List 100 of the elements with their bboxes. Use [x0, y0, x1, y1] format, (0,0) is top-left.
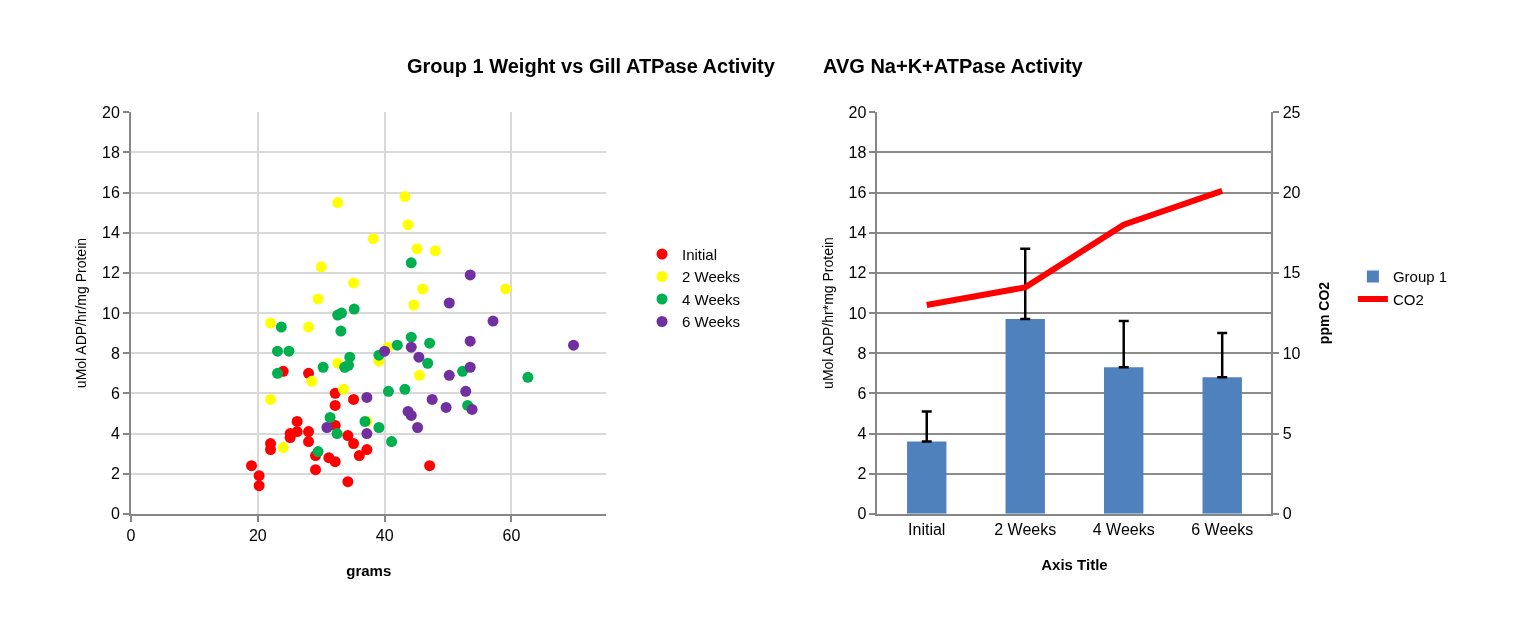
- point: [568, 339, 580, 351]
- point: [391, 339, 403, 351]
- point: [361, 391, 373, 403]
- point: [361, 428, 373, 440]
- point: [353, 450, 365, 462]
- point: [265, 317, 277, 329]
- point: [464, 269, 476, 281]
- point: [272, 367, 283, 379]
- point: [332, 197, 344, 209]
- point: [324, 411, 336, 423]
- point: [335, 325, 347, 337]
- chart-title: Group 1 Weight vs Gill ATPase Activity: [407, 55, 776, 77]
- x-tick-label: 60: [502, 527, 521, 545]
- y2-tick-label: 25: [1282, 103, 1301, 121]
- point: [337, 383, 349, 395]
- point: [275, 321, 287, 333]
- point: [487, 315, 499, 327]
- point: [291, 415, 303, 427]
- x-axis-title: Axis Title: [1041, 555, 1108, 573]
- x-tick-label: 4 Weeks: [1092, 521, 1155, 539]
- legend-label: Initial: [682, 245, 718, 263]
- point: [310, 464, 322, 476]
- point: [413, 369, 425, 381]
- y-tick-label: 12: [102, 264, 120, 282]
- point: [329, 387, 341, 399]
- point: [399, 191, 411, 203]
- point: [253, 470, 265, 482]
- point: [303, 321, 315, 333]
- point: [277, 442, 289, 454]
- point: [402, 219, 414, 231]
- legend-label: 6 Weeks: [682, 313, 741, 331]
- point: [500, 283, 512, 295]
- chart-title: AVG Na+K+ATPase Activity: [823, 55, 1084, 77]
- point: [424, 337, 436, 349]
- point: [412, 422, 424, 433]
- y-tick-label: 6: [110, 384, 120, 402]
- bar: [1005, 319, 1045, 514]
- point: [429, 245, 441, 257]
- point: [348, 393, 360, 405]
- point: [348, 303, 360, 315]
- point: [405, 331, 417, 343]
- point: [373, 422, 385, 433]
- point: [321, 422, 333, 433]
- y-tick-label: 18: [102, 143, 120, 161]
- y-tick-label: 16: [102, 184, 120, 202]
- y-tick-label: 16: [848, 184, 867, 202]
- y-tick-label: 0: [110, 505, 120, 523]
- point: [399, 383, 411, 395]
- x-tick-label: 20: [248, 527, 267, 545]
- point: [348, 277, 360, 289]
- y-tick-label: 2: [110, 465, 120, 483]
- point: [405, 257, 417, 269]
- y-tick-label: 18: [848, 143, 867, 161]
- point: [464, 361, 476, 373]
- y-tick-label: 10: [102, 304, 120, 322]
- point: [411, 243, 423, 255]
- y2-tick-label: 20: [1282, 184, 1301, 202]
- point: [443, 369, 455, 381]
- x-tick-label: 2 Weeks: [994, 521, 1057, 539]
- point: [342, 430, 354, 442]
- y-tick-label: 8: [110, 344, 120, 362]
- point: [272, 345, 283, 357]
- point: [348, 438, 360, 450]
- legend-label: 2 Weeks: [682, 268, 741, 286]
- point: [283, 345, 295, 357]
- bar: [1104, 367, 1144, 514]
- point: [466, 403, 478, 415]
- point: [408, 299, 420, 311]
- point: [422, 357, 434, 369]
- point: [317, 361, 329, 373]
- point: [426, 393, 438, 405]
- y-tick-label: 6: [857, 384, 867, 402]
- point: [464, 335, 476, 347]
- y2-tick-label: 5: [1282, 425, 1292, 443]
- y-tick-label: 14: [848, 224, 867, 242]
- point: [329, 456, 341, 468]
- point: [424, 460, 436, 472]
- x-tick-label: Initial: [908, 521, 946, 539]
- point: [253, 480, 265, 492]
- point: [382, 385, 394, 397]
- y-tick-label: 0: [857, 505, 867, 523]
- point: [522, 371, 534, 383]
- point: [265, 393, 277, 405]
- point: [405, 409, 417, 421]
- y-tick-label: 12: [848, 264, 867, 282]
- legend-label: Group 1: [1392, 268, 1448, 286]
- x-tick-label: 0: [126, 527, 136, 545]
- y-tick-label: 10: [848, 304, 867, 322]
- point: [379, 345, 391, 357]
- point: [361, 444, 373, 456]
- legend-label: 4 Weeks: [682, 290, 741, 308]
- point: [440, 401, 452, 413]
- bar: [907, 441, 947, 514]
- point: [413, 351, 425, 363]
- point: [303, 426, 315, 438]
- point: [343, 359, 354, 371]
- point: [312, 446, 324, 458]
- point: [303, 436, 315, 448]
- point: [329, 399, 341, 411]
- point: [460, 385, 472, 397]
